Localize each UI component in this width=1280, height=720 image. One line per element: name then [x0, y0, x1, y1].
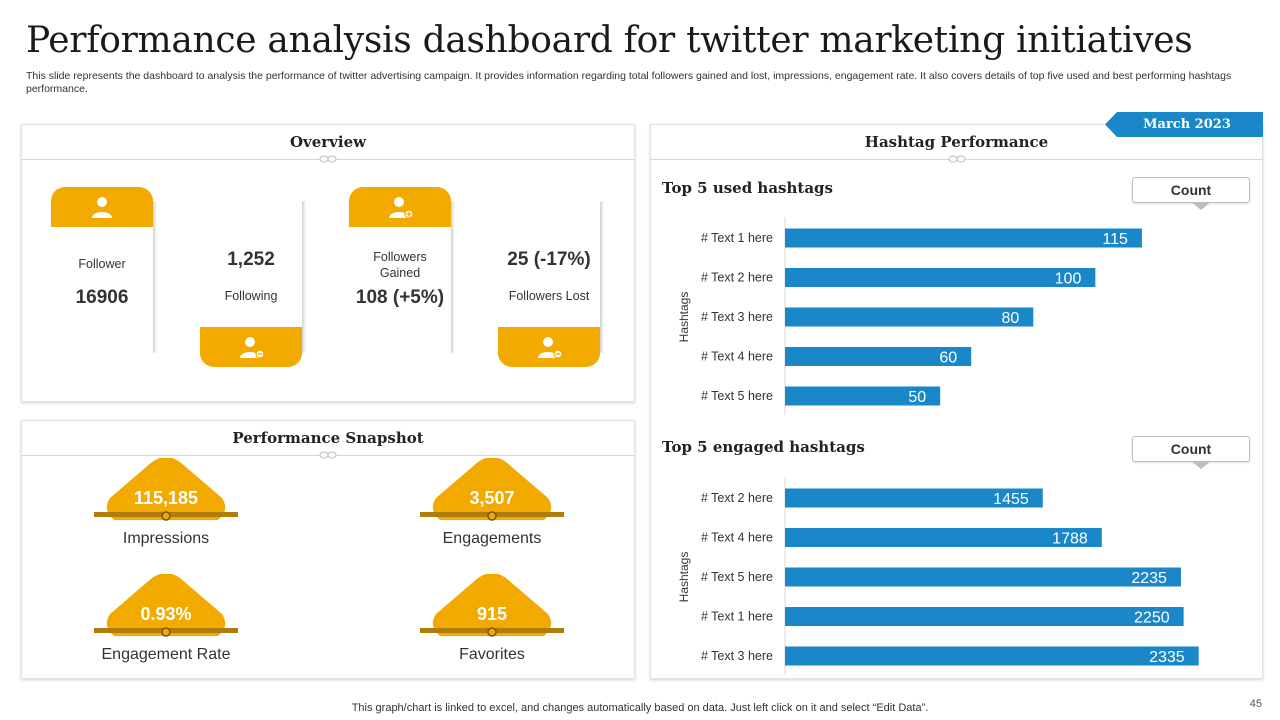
bar-value-label: 115: [1102, 231, 1128, 248]
ornament-icon: [948, 155, 965, 163]
bar: [785, 228, 1142, 248]
user-remove-icon: [240, 337, 265, 359]
bar-value-label: 1788: [1052, 531, 1088, 548]
triangle-badge-icon: [94, 458, 238, 521]
page-title: Performance analysis dashboard for twitt…: [26, 20, 1193, 61]
footer-note: This graph/chart is linked to excel, and…: [351, 702, 929, 714]
category-label: # Text 4 here: [701, 531, 773, 545]
hashtag-title: Hashtag Performance: [864, 133, 1049, 151]
callout-tail: [1191, 202, 1211, 210]
count-label: Count: [1170, 182, 1212, 198]
user-remove-icon: [538, 337, 563, 359]
engagement-rate-value: 0.93%: [140, 604, 192, 624]
following-label: Following: [224, 289, 278, 303]
impressions-label: Impressions: [122, 530, 210, 547]
overview-header: Overview: [22, 125, 634, 163]
category-label: # Text 4 here: [701, 350, 773, 364]
y-axis-label: Hashtags: [677, 552, 691, 603]
overview-panel: Overview Follower 16906 1,252 Following …: [21, 124, 635, 402]
page-description: This slide represents the dashboard to a…: [26, 70, 1232, 95]
bar-value-label: 2235: [1131, 570, 1167, 587]
category-label: # Text 2 here: [701, 491, 773, 505]
engagements-label: Engagements: [442, 530, 542, 547]
engagement-rate-badge: 0.93% Engagement Rate: [94, 574, 238, 664]
category-label: # Text 1 here: [701, 231, 773, 245]
count-label: Count: [1170, 441, 1212, 457]
following-card-cap: [200, 327, 302, 367]
triangle-badge-icon: [420, 458, 564, 521]
follower-value: 16906: [75, 287, 129, 308]
follower-card-cap: [51, 187, 153, 227]
page-number: 45: [1249, 698, 1262, 710]
impressions-value: 115,185: [133, 488, 199, 508]
bar: [785, 528, 1102, 547]
followers-gained-card-cap: [349, 187, 451, 227]
bar-value-label: 2250: [1134, 610, 1170, 627]
triangle-badge-icon: [420, 574, 564, 637]
follower-label: Follower: [78, 257, 126, 271]
followers-gained-card: Followers Gained 108 (+5%): [349, 187, 455, 367]
bar: [785, 646, 1199, 666]
engaged-hashtags-title: Top 5 engaged hashtags: [662, 438, 865, 456]
card-shadow: [153, 201, 157, 353]
followers-lost-card-cap: [498, 327, 600, 367]
snapshot-panel: Performance Snapshot 115,185 Impressions…: [21, 420, 635, 679]
ornament-icon: [319, 155, 337, 163]
category-label: # Text 2 here: [701, 271, 773, 285]
category-label: # Text 3 here: [701, 649, 773, 663]
impressions-badge: 115,185 Impressions: [94, 458, 238, 548]
bar-value-label: 100: [1055, 271, 1082, 288]
followers-lost-value: 25 (-17%): [507, 249, 591, 270]
follower-card: Follower 16906: [51, 187, 157, 367]
favorites-badge: 915 Favorites: [420, 574, 564, 664]
category-label: # Text 3 here: [701, 310, 773, 324]
favorites-label: Favorites: [459, 646, 525, 663]
engagement-rate-label: Engagement Rate: [101, 646, 231, 663]
snapshot-title: Performance Snapshot: [232, 429, 424, 447]
engagements-badge: 3,507 Engagements: [420, 458, 564, 548]
engaged-hashtags-chart: Hashtags # Text 2 here 1455 # Text 4 here 17…: [677, 477, 1199, 675]
user-add-icon: [389, 197, 414, 219]
bar: [785, 386, 941, 406]
user-icon: [92, 197, 112, 218]
card-shadow: [451, 201, 455, 353]
used-count-legend: Count: [1132, 177, 1250, 210]
following-card: 1,252 Following: [200, 187, 306, 367]
bar: [785, 347, 972, 366]
y-axis-label: Hashtags: [677, 292, 691, 343]
category-label: # Text 5 here: [701, 570, 773, 584]
bar-value-label: 50: [908, 389, 926, 406]
category-label: # Text 5 here: [701, 389, 773, 403]
category-label: # Text 1 here: [701, 610, 773, 624]
snapshot-header: Performance Snapshot: [22, 421, 634, 459]
used-hashtags-title: Top 5 used hashtags: [662, 179, 833, 197]
bar-value-label: 1455: [993, 491, 1029, 508]
date-tag: March 2023: [1105, 112, 1263, 137]
card-shadow: [302, 201, 306, 353]
bar-value-label: 60: [939, 350, 957, 367]
callout-tail: [1191, 461, 1211, 469]
followers-lost-card: 25 (-17%) Followers Lost: [498, 187, 604, 367]
followers-gained-value: 108 (+5%): [355, 287, 445, 308]
ornament-icon: [319, 451, 337, 459]
bar: [785, 488, 1043, 508]
followers-lost-label: Followers Lost: [508, 289, 590, 303]
bar: [785, 268, 1096, 287]
used-hashtags-chart: Hashtags # Text 1 here 115 # Text 2 here 100…: [677, 217, 1142, 415]
bar: [785, 567, 1181, 587]
following-value: 1,252: [227, 249, 275, 270]
hashtag-header: Hashtag Performance: [651, 125, 1262, 163]
triangle-badge-icon: [94, 574, 238, 637]
bar-value-label: 2335: [1149, 649, 1185, 666]
engagements-value: 3,507: [469, 488, 515, 508]
favorites-value: 915: [476, 604, 508, 624]
bar: [785, 307, 1034, 327]
engaged-count-legend: Count: [1132, 436, 1250, 469]
followers-gained-label: Followers Gained: [373, 250, 427, 280]
card-shadow: [600, 201, 604, 353]
overview-title: Overview: [289, 133, 367, 151]
bar: [785, 607, 1184, 626]
bar-value-label: 80: [1001, 310, 1019, 327]
